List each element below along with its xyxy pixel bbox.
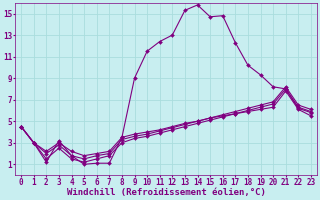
X-axis label: Windchill (Refroidissement éolien,°C): Windchill (Refroidissement éolien,°C) (67, 188, 266, 197)
